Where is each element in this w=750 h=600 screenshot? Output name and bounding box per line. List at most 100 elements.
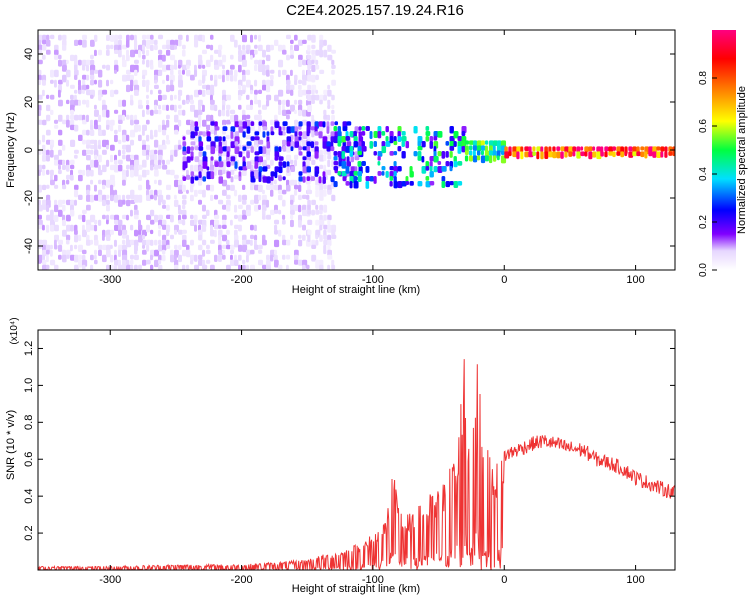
heatmap-cell [246, 264, 250, 270]
heatmap-cell [114, 159, 118, 165]
heatmap-cell [262, 59, 266, 65]
heatmap-cell [106, 49, 110, 56]
heatmap-cell [150, 229, 154, 235]
heatmap-cell [82, 89, 85, 95]
heatmap-cell [468, 140, 474, 145]
spectrogram-y-label: Frequency (Hz) [5, 112, 17, 188]
heatmap-cell [198, 79, 202, 86]
heatmap-cell [278, 176, 282, 182]
heatmap-cell [66, 59, 69, 65]
heatmap-cell [393, 171, 397, 177]
heatmap-cell [278, 189, 284, 195]
heatmap-cell [290, 234, 294, 240]
heatmap-cell [66, 79, 69, 87]
heatmap-cell [94, 104, 97, 110]
heatmap-cell [106, 199, 110, 206]
heatmap-cell [385, 141, 391, 147]
heatmap-cell [429, 166, 433, 172]
heatmap-cell [294, 136, 300, 143]
heatmap-cell [58, 169, 62, 175]
page-title: C2E4.2025.157.19.24.R16 [286, 2, 464, 19]
heatmap-cell [298, 104, 303, 111]
heatmap-cell [242, 259, 246, 265]
heatmap-cell [608, 146, 614, 152]
heatmap-cell [126, 69, 131, 75]
heatmap-cell [126, 84, 131, 93]
heatmap-cell [315, 264, 320, 269]
heatmap-cell [86, 204, 91, 211]
heatmap-cell [150, 239, 154, 246]
heatmap-cell [401, 151, 406, 159]
heatmap-cell [210, 164, 215, 171]
heatmap-cell [226, 171, 231, 179]
heatmap-cell [190, 214, 194, 220]
heatmap-cell [294, 184, 299, 190]
heatmap-cell [234, 214, 238, 219]
heatmap-cell [306, 264, 310, 270]
heatmap-cell [222, 64, 225, 70]
heatmap-cell [222, 69, 226, 76]
heatmap-cell [50, 149, 54, 158]
heatmap-cell [146, 134, 150, 142]
heatmap-cell [62, 254, 67, 263]
heatmap-cell [218, 169, 223, 176]
heatmap-cell [254, 49, 258, 55]
heatmap-cell [298, 79, 303, 85]
heatmap-cell [278, 99, 282, 106]
heatmap-cell [385, 126, 389, 133]
heatmap-cell [226, 151, 230, 157]
x-tick-label: -100 [362, 574, 384, 586]
heatmap-cell [170, 154, 174, 162]
heatmap-cell [154, 104, 158, 110]
heatmap-cell [102, 179, 107, 186]
heatmap-cell [206, 144, 211, 150]
heatmap-cell [365, 176, 371, 182]
heatmap-cell [146, 259, 151, 265]
heatmap-cell [178, 219, 184, 224]
heatmap-cell [346, 121, 352, 126]
heatmap-cell [126, 114, 130, 120]
heatmap-cell [142, 44, 145, 51]
heatmap-cell [294, 119, 299, 126]
heatmap-cell [330, 131, 336, 138]
heatmap-cell [94, 259, 98, 265]
heatmap-cell [106, 109, 110, 118]
heatmap-cell [154, 69, 160, 76]
heatmap-cell [70, 269, 74, 270]
heatmap-cell [198, 259, 203, 266]
heatmap-cell [166, 214, 172, 219]
heatmap-cell [110, 264, 114, 270]
heatmap-cell [174, 64, 178, 70]
heatmap-cell [38, 119, 43, 125]
heatmap-cell [130, 169, 134, 178]
heatmap-cell [278, 156, 284, 161]
heatmap-cell [78, 79, 81, 87]
y-tick-label: 0.6 [23, 452, 35, 467]
heatmap-cell [262, 204, 267, 212]
heatmap-cell [54, 234, 59, 242]
heatmap-cell [250, 146, 254, 153]
heatmap-cell [282, 131, 286, 136]
heatmap-cell [226, 134, 230, 140]
heatmap-cell [294, 74, 298, 81]
heatmap-cell [488, 150, 494, 156]
heatmap-cell [333, 136, 339, 144]
heatmap-cell [42, 264, 48, 270]
heatmap-cell [298, 204, 302, 213]
heatmap-cell [290, 204, 295, 211]
heatmap-cell [186, 34, 189, 42]
heatmap-cell [142, 34, 147, 40]
heatmap-cell [389, 166, 395, 171]
heatmap-cell [246, 79, 251, 88]
heatmap-cell [445, 141, 450, 146]
heatmap-cell [110, 144, 115, 151]
heatmap-cell [58, 209, 63, 217]
heatmap-cell [150, 64, 154, 70]
heatmap-cell [331, 94, 335, 101]
heatmap-cell [307, 104, 312, 112]
heatmap-cell [616, 146, 622, 152]
heatmap-cell [190, 156, 194, 161]
heatmap-cell [278, 264, 283, 270]
heatmap-cell [315, 189, 319, 198]
heatmap-cell [266, 84, 271, 93]
